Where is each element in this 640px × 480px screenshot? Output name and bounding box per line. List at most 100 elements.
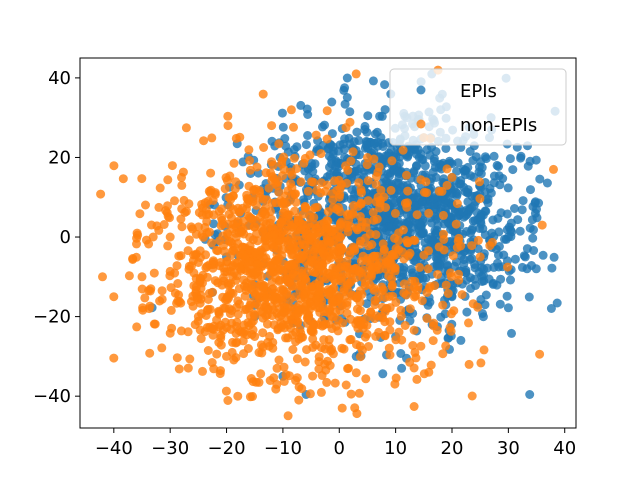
data-point xyxy=(409,166,419,176)
data-point xyxy=(362,217,372,227)
data-point xyxy=(152,221,162,231)
data-point xyxy=(434,186,444,196)
data-point xyxy=(380,105,390,115)
data-point xyxy=(232,317,242,327)
data-point xyxy=(502,209,512,219)
data-point xyxy=(109,292,119,302)
data-point xyxy=(319,249,328,259)
data-point xyxy=(546,304,556,313)
data-point xyxy=(159,220,169,229)
data-point xyxy=(385,350,395,360)
data-point xyxy=(210,188,220,198)
y-tick-label: 20 xyxy=(48,147,71,168)
data-point xyxy=(244,181,254,191)
data-point xyxy=(203,346,213,355)
data-point xyxy=(96,189,106,199)
data-point xyxy=(216,221,226,231)
data-point xyxy=(262,195,272,205)
data-point xyxy=(259,143,269,152)
data-point xyxy=(439,229,448,239)
data-point xyxy=(467,191,477,201)
data-point xyxy=(456,335,466,345)
data-point xyxy=(389,195,399,205)
data-point xyxy=(233,309,243,319)
data-point xyxy=(473,302,483,312)
data-point xyxy=(318,266,328,276)
data-point xyxy=(377,138,387,148)
data-point xyxy=(371,331,381,341)
data-point xyxy=(354,178,364,188)
data-point xyxy=(298,220,308,230)
data-point xyxy=(327,189,337,199)
data-point xyxy=(296,177,306,187)
data-point xyxy=(165,232,175,242)
data-point xyxy=(526,185,535,195)
data-point xyxy=(234,228,244,238)
data-point xyxy=(552,298,562,308)
data-point xyxy=(549,164,558,174)
data-point xyxy=(209,210,219,220)
data-point xyxy=(424,208,434,218)
data-point xyxy=(517,262,527,272)
data-point xyxy=(240,291,250,301)
data-point xyxy=(155,183,165,193)
data-point xyxy=(233,391,243,401)
data-point xyxy=(165,271,175,281)
data-point xyxy=(348,147,358,157)
data-point xyxy=(274,355,284,365)
data-point xyxy=(398,265,408,275)
data-point xyxy=(266,168,276,178)
data-point xyxy=(234,284,244,294)
data-point xyxy=(528,233,538,243)
data-point xyxy=(445,156,454,166)
data-point xyxy=(275,275,284,285)
data-point xyxy=(419,250,429,260)
data-point xyxy=(229,245,239,255)
data-point xyxy=(188,291,198,301)
data-point xyxy=(118,174,128,184)
data-point xyxy=(404,251,413,261)
data-point xyxy=(516,151,526,161)
data-point xyxy=(144,304,154,314)
data-point xyxy=(358,273,368,283)
data-point xyxy=(422,313,432,323)
data-point xyxy=(345,107,355,117)
data-point xyxy=(458,207,468,217)
data-point xyxy=(277,156,287,166)
data-point xyxy=(334,192,344,202)
data-point xyxy=(420,161,430,171)
data-point xyxy=(109,353,119,363)
data-point xyxy=(239,275,249,285)
data-point xyxy=(353,201,363,211)
data-point xyxy=(269,320,279,330)
data-point xyxy=(443,289,453,298)
data-point xyxy=(235,207,245,217)
data-point xyxy=(537,220,547,230)
data-point xyxy=(336,217,346,227)
data-point xyxy=(542,178,552,188)
data-point xyxy=(223,292,233,302)
data-point xyxy=(438,349,448,359)
data-point xyxy=(285,245,295,255)
data-point xyxy=(479,345,489,355)
data-point xyxy=(464,359,474,369)
x-tick-label: −30 xyxy=(151,438,189,459)
data-point xyxy=(535,174,545,184)
data-point xyxy=(258,328,268,338)
data-point xyxy=(283,411,293,421)
data-point xyxy=(230,184,240,194)
data-point xyxy=(466,284,476,293)
data-point xyxy=(489,262,499,272)
data-point xyxy=(212,245,222,255)
data-point xyxy=(319,307,329,317)
data-point xyxy=(177,222,187,232)
data-point xyxy=(503,303,513,313)
data-point xyxy=(261,253,271,263)
data-point xyxy=(298,209,308,219)
data-point xyxy=(243,199,253,209)
data-point xyxy=(269,230,279,240)
data-point xyxy=(441,144,451,153)
data-point xyxy=(246,318,256,328)
data-point xyxy=(363,196,373,206)
data-point xyxy=(322,106,332,116)
